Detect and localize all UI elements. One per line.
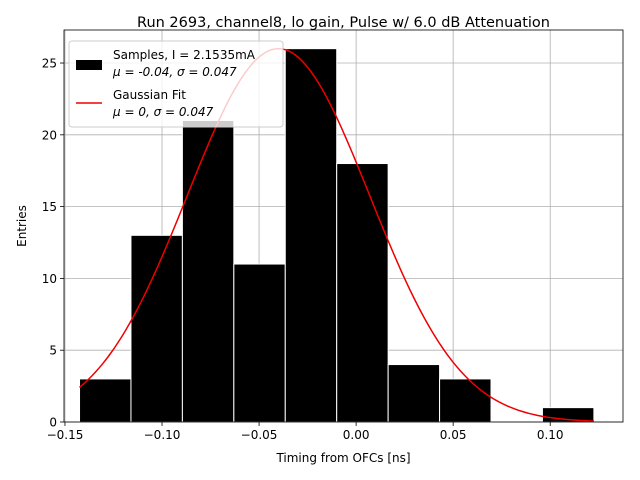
histogram-bar-0 xyxy=(79,378,132,423)
gaussian-fit-line xyxy=(79,47,594,422)
y-axis-ticks: 0 5 10 15 20 25 xyxy=(42,57,64,430)
histogram-bar-7 xyxy=(439,378,492,423)
x-tick-label-0: −0.15 xyxy=(47,428,84,442)
x-tick-label-2: −0.05 xyxy=(241,428,278,442)
histogram-bar-3 xyxy=(233,263,286,423)
histogram-bar-4 xyxy=(284,48,338,423)
y-tick-label-3: 15 xyxy=(42,200,57,214)
histogram-bar-2 xyxy=(181,119,235,423)
y-tick-label-2: 10 xyxy=(42,272,57,286)
y-axis-label: Entries xyxy=(15,205,29,247)
legend-box xyxy=(68,40,284,128)
legend: Samples, I = 2.1535mA μ = -0.04, σ = 0.0… xyxy=(68,40,284,128)
y-tick-label-4: 20 xyxy=(42,128,57,142)
x-tick-label-1: −0.10 xyxy=(144,428,181,442)
histogram-bars xyxy=(79,48,595,423)
legend-samples-line1: Samples, I = 2.1535mA xyxy=(113,48,256,62)
x-tick-label-3: 0.00 xyxy=(343,428,370,442)
legend-samples-swatch xyxy=(76,60,102,70)
histogram-bar-6 xyxy=(387,364,441,423)
plot-frame xyxy=(63,29,624,423)
legend-fit-line1: Gaussian Fit xyxy=(113,88,186,102)
legend-fit-line2: μ = 0, σ = 0.047 xyxy=(112,105,214,119)
x-tick-label-4: 0.05 xyxy=(440,428,467,442)
chart-title: Run 2693, channel8, lo gain, Pulse w/ 6.… xyxy=(137,15,550,31)
y-tick-label-5: 25 xyxy=(42,57,57,71)
histogram-bar-5 xyxy=(336,163,389,423)
y-tick-label-0: 0 xyxy=(49,416,57,430)
x-axis-ticks: −0.15 −0.10 −0.05 0.00 0.05 0.10 xyxy=(47,422,564,442)
x-axis-label: Timing from OFCs [ns] xyxy=(275,451,410,465)
legend-samples-line2: μ = -0.04, σ = 0.047 xyxy=(112,65,237,79)
histogram-bar-1 xyxy=(130,234,183,423)
x-tick-label-5: 0.10 xyxy=(537,428,564,442)
y-tick-label-1: 5 xyxy=(49,344,57,358)
